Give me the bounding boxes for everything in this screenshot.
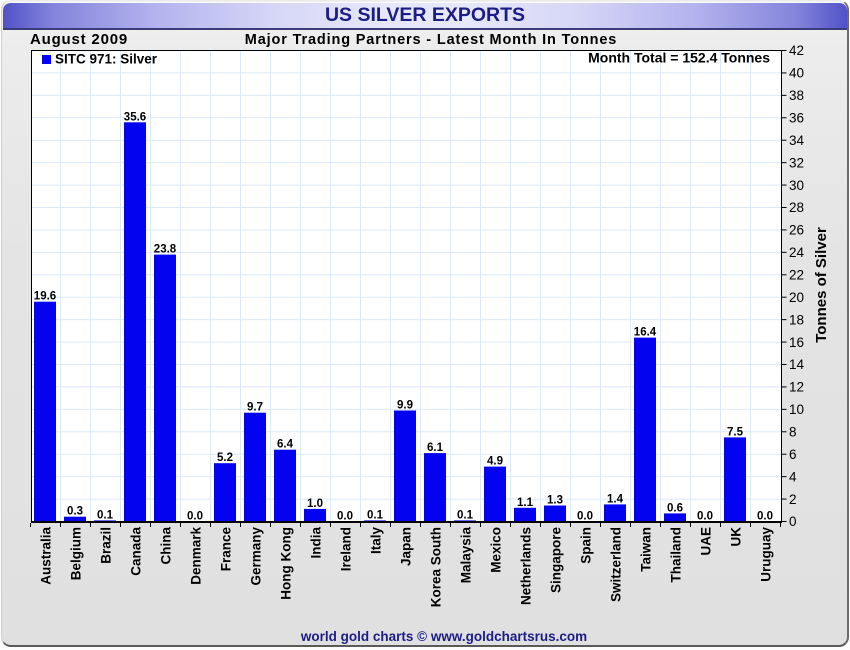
svg-text:24: 24 <box>789 245 805 260</box>
svg-text:23.8: 23.8 <box>154 244 177 256</box>
svg-text:Uruguay: Uruguay <box>759 527 774 582</box>
svg-text:1.3: 1.3 <box>547 495 563 507</box>
svg-text:26: 26 <box>789 223 804 238</box>
svg-text:14: 14 <box>789 357 805 372</box>
svg-text:Malaysia: Malaysia <box>459 527 474 584</box>
svg-text:Denmark: Denmark <box>189 527 204 585</box>
svg-text:19.6: 19.6 <box>34 291 56 303</box>
svg-text:6: 6 <box>789 447 797 462</box>
svg-text:4.9: 4.9 <box>487 456 503 468</box>
svg-text:Hong Kong: Hong Kong <box>279 527 294 600</box>
svg-text:Germany: Germany <box>249 527 264 586</box>
svg-text:Italy: Italy <box>369 527 384 555</box>
svg-text:Tonnes of Silver: Tonnes of Silver <box>813 227 830 343</box>
svg-text:SITC 971: Silver: SITC 971: Silver <box>55 52 158 67</box>
svg-text:4: 4 <box>789 469 797 484</box>
svg-text:Japan: Japan <box>399 527 414 566</box>
svg-text:France: France <box>219 527 234 572</box>
svg-text:1.4: 1.4 <box>607 493 624 505</box>
svg-text:Taiwan: Taiwan <box>639 527 654 572</box>
svg-text:0: 0 <box>789 514 797 529</box>
svg-text:Netherlands: Netherlands <box>519 527 534 605</box>
svg-text:0.1: 0.1 <box>367 509 384 521</box>
svg-text:36: 36 <box>789 111 804 126</box>
svg-text:6.4: 6.4 <box>277 439 294 451</box>
svg-text:Thailand: Thailand <box>669 527 684 583</box>
svg-text:UK: UK <box>729 527 744 547</box>
svg-text:0.0: 0.0 <box>757 511 773 523</box>
svg-text:0.0: 0.0 <box>337 511 353 523</box>
svg-text:18: 18 <box>789 312 804 327</box>
svg-text:9.7: 9.7 <box>247 402 263 414</box>
svg-text:16.4: 16.4 <box>634 327 657 339</box>
svg-text:20: 20 <box>789 290 804 305</box>
svg-text:7.5: 7.5 <box>727 426 744 438</box>
svg-text:Belgium: Belgium <box>69 527 84 580</box>
svg-text:Australia: Australia <box>39 527 54 585</box>
svg-text:40: 40 <box>789 66 804 81</box>
svg-text:0.0: 0.0 <box>697 511 713 523</box>
svg-text:0.6: 0.6 <box>667 502 683 514</box>
svg-text:1.1: 1.1 <box>517 497 534 509</box>
svg-text:2: 2 <box>789 492 797 507</box>
svg-text:30: 30 <box>789 178 804 193</box>
svg-text:China: China <box>159 527 174 565</box>
svg-text:22: 22 <box>789 268 804 283</box>
svg-text:0.1: 0.1 <box>457 509 474 521</box>
svg-text:5.2: 5.2 <box>217 452 233 464</box>
svg-text:Month Total = 152.4 Tonnes: Month Total = 152.4 Tonnes <box>588 50 770 66</box>
svg-text:28: 28 <box>789 200 804 215</box>
svg-text:Ireland: Ireland <box>339 527 354 571</box>
svg-text:32: 32 <box>789 155 804 170</box>
svg-text:6.1: 6.1 <box>427 442 444 454</box>
svg-text:Mexico: Mexico <box>489 527 504 573</box>
svg-text:India: India <box>309 527 324 559</box>
svg-text:10: 10 <box>789 402 804 417</box>
svg-text:9.9: 9.9 <box>397 400 413 412</box>
svg-text:Canada: Canada <box>129 527 144 576</box>
svg-text:34: 34 <box>789 133 805 148</box>
svg-text:8: 8 <box>789 425 797 440</box>
svg-text:0.0: 0.0 <box>187 511 203 523</box>
svg-text:0.3: 0.3 <box>67 506 83 518</box>
svg-text:Brazil: Brazil <box>99 527 114 564</box>
svg-text:Spain: Spain <box>579 527 594 564</box>
svg-text:Korea South: Korea South <box>429 527 444 607</box>
svg-text:0.1: 0.1 <box>97 509 114 521</box>
svg-text:35.6: 35.6 <box>124 111 146 123</box>
svg-text:12: 12 <box>789 380 804 395</box>
svg-text:Switzerland: Switzerland <box>609 527 624 602</box>
svg-text:42: 42 <box>789 43 804 58</box>
svg-text:0.0: 0.0 <box>577 511 593 523</box>
svg-text:Singapore: Singapore <box>549 527 564 594</box>
svg-text:UAE: UAE <box>699 527 714 556</box>
svg-text:1.0: 1.0 <box>307 498 323 510</box>
svg-text:38: 38 <box>789 88 804 103</box>
svg-text:16: 16 <box>789 335 804 350</box>
